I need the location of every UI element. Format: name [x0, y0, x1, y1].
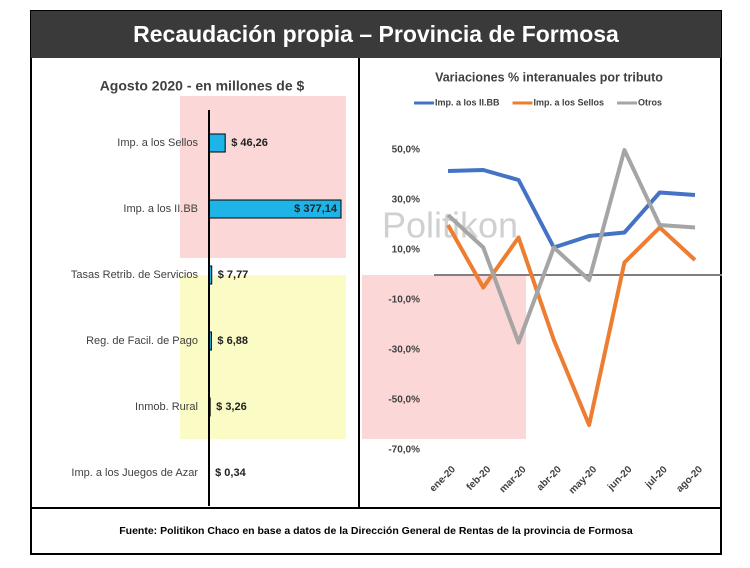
y-tick-label: 10,0%	[392, 245, 420, 256]
value-label: $ 7,77	[218, 269, 249, 281]
source: Fuente: Politikon Chaco en base a datos …	[119, 525, 633, 537]
category-label: Reg. de Facil. de Pago	[86, 335, 198, 347]
y-tick-label: 30,0%	[392, 195, 420, 206]
bar	[209, 134, 225, 152]
value-label: $ 3,26	[216, 401, 247, 413]
category-label: Inmob. Rural	[135, 401, 198, 413]
y-tick-label: 50,0%	[392, 145, 420, 156]
y-tick-label: -50,0%	[388, 395, 420, 406]
value-label: $ 6,88	[217, 335, 248, 347]
category-label: Tasas Retrib. de Servicios	[71, 269, 199, 281]
chart-title: Variaciones % interanuales por tributo	[435, 70, 663, 84]
value-label: $ 0,34	[215, 467, 246, 479]
legend-label: Otros	[638, 97, 662, 107]
category-label: Imp. a los Sellos	[117, 137, 198, 149]
highlight-pink	[180, 96, 346, 258]
legend-label: Imp. a los II.BB	[435, 97, 500, 107]
y-tick-label: -30,0%	[388, 345, 420, 356]
category-label: Imp. a los II.BB	[123, 203, 198, 215]
y-tick-label: -70,0%	[388, 445, 420, 456]
chart-title: Agosto 2020 - en millones de $	[100, 78, 305, 94]
header-title: Recaudación propia – Provincia de Formos…	[133, 21, 619, 47]
category-label: Imp. a los Juegos de Azar	[71, 467, 198, 479]
value-label: $ 377,14	[294, 203, 338, 215]
legend-label: Imp. a los Sellos	[534, 97, 605, 107]
highlight-yellow	[180, 275, 346, 439]
value-label: $ 46,26	[231, 137, 268, 149]
y-tick-label: -10,0%	[388, 295, 420, 306]
